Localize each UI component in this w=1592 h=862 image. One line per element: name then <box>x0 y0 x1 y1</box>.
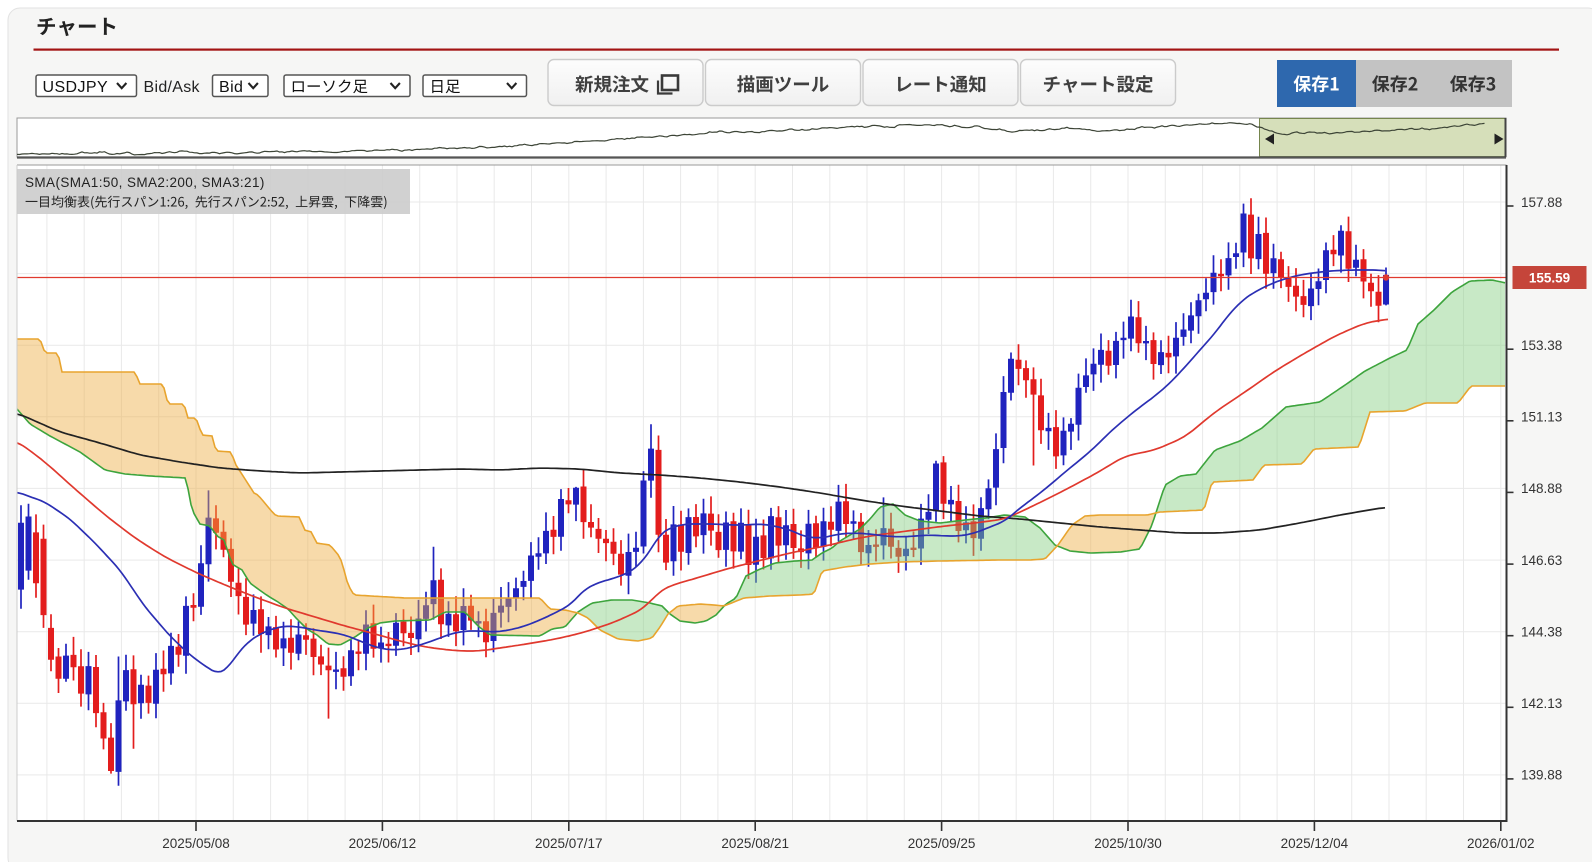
svg-text:USDJPY: USDJPY <box>43 79 109 96</box>
svg-text:148.88: 148.88 <box>1521 481 1562 496</box>
svg-text:146.63: 146.63 <box>1521 553 1562 568</box>
svg-text:2025/08/21: 2025/08/21 <box>721 836 789 851</box>
svg-text:Bid: Bid <box>219 79 243 96</box>
svg-text:2025/05/08: 2025/05/08 <box>162 836 230 851</box>
svg-text:SMA(SMA1:50, SMA2:200, SMA3:21: SMA(SMA1:50, SMA2:200, SMA3:21) <box>25 175 265 190</box>
svg-text:155.59: 155.59 <box>1529 270 1570 285</box>
svg-text:2025/12/04: 2025/12/04 <box>1281 836 1349 851</box>
svg-text:142.13: 142.13 <box>1521 696 1562 711</box>
svg-text:153.38: 153.38 <box>1521 338 1562 353</box>
svg-text:2025/06/12: 2025/06/12 <box>349 836 417 851</box>
svg-text:139.88: 139.88 <box>1521 768 1562 783</box>
svg-text:144.38: 144.38 <box>1521 625 1562 640</box>
svg-text:2025/09/25: 2025/09/25 <box>908 836 976 851</box>
svg-text:2025/10/30: 2025/10/30 <box>1094 836 1162 851</box>
svg-text:151.13: 151.13 <box>1521 410 1562 425</box>
svg-text:Bid/Ask: Bid/Ask <box>144 79 201 96</box>
svg-text:157.88: 157.88 <box>1521 195 1562 210</box>
svg-text:2025/07/17: 2025/07/17 <box>535 836 603 851</box>
svg-text:2026/01/02: 2026/01/02 <box>1467 836 1535 851</box>
